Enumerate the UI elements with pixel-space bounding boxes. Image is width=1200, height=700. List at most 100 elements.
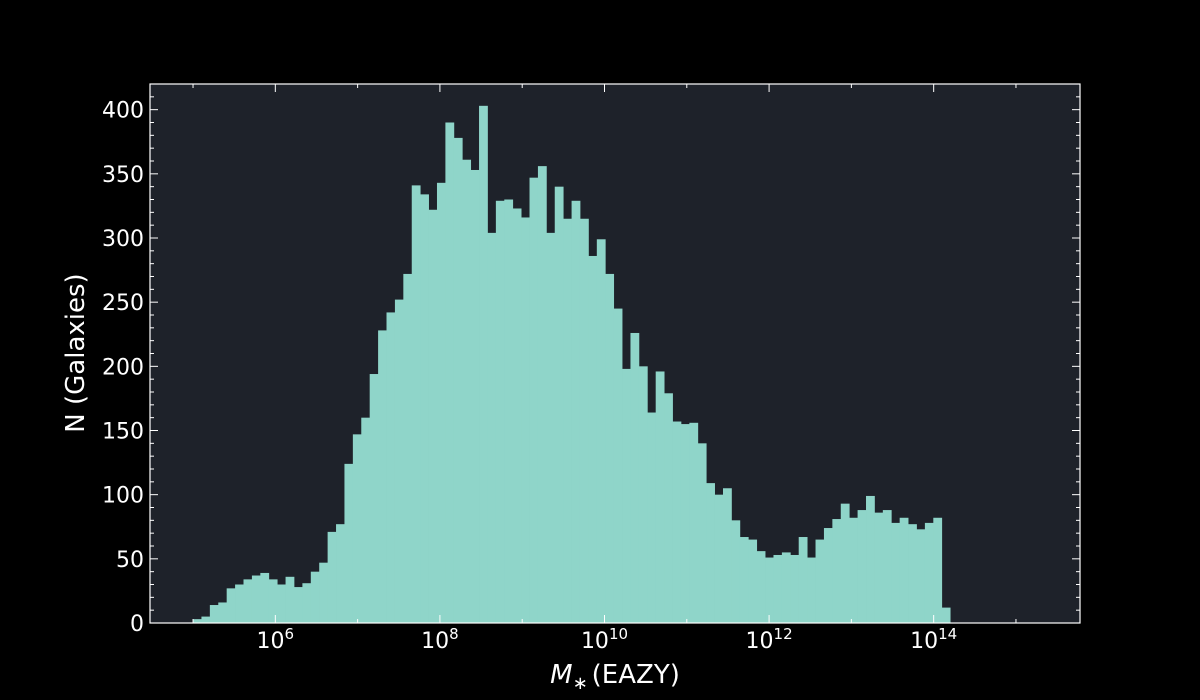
y-tick-labels: 0 50 100 150 200 250 300 350 400 [102,99,144,637]
histogram-bar [899,517,909,623]
x-tick-exponent: 8 [449,625,459,643]
histogram-bar [403,273,413,623]
histogram-bar [336,524,345,623]
x-tick-base: 10 [421,629,449,654]
histogram-bar [209,605,219,623]
histogram-bar [815,539,825,623]
histogram-bar [807,557,816,623]
histogram-bar [394,299,404,623]
y-tick-label: 400 [102,99,144,124]
histogram-bar [697,443,707,623]
histogram-bar [378,330,387,623]
histogram-bar [512,208,522,624]
x-axis-subscript: ∗ [573,673,588,694]
x-tick-exponent: 10 [609,625,628,643]
histogram-bar [411,185,421,623]
histogram-bar [941,607,951,623]
histogram-bar [832,519,842,623]
histogram-bar [823,528,833,623]
histogram-bar [630,332,640,623]
histogram-bar [857,510,867,623]
histogram-bar [285,576,295,623]
x-tick-exponent: 12 [774,625,793,643]
histogram-bar [773,554,783,623]
x-axis-suffix: (EAZY) [592,660,680,690]
y-tick-label: 200 [102,355,144,380]
histogram-bar [655,371,665,623]
histogram-bar [689,422,699,623]
histogram-bar [866,495,875,623]
x-tick-exponent: 14 [938,625,957,643]
histogram-bar [638,366,648,623]
x-tick-labels: 106 108 1010 1012 1014 [257,625,958,654]
histogram-bar [781,552,791,623]
x-tick-label: 106 [257,625,295,654]
histogram-bar [268,579,278,623]
histogram-bar [849,517,858,623]
histogram-bar [235,584,244,623]
histogram-bar [933,517,943,623]
histogram-bar [605,273,615,623]
histogram-bar [714,494,724,623]
histogram-bar [706,483,715,623]
histogram-bar [790,554,800,623]
histogram-bar [840,503,850,623]
histogram-bar [310,571,320,623]
x-axis-symbol: M [550,660,572,690]
y-axis-title: N (Galaxies) [61,273,91,432]
x-tick-base: 10 [581,629,609,654]
histogram-bar [445,122,455,623]
histogram-bar [588,255,598,623]
histogram-bar [386,312,396,623]
plot-frame [149,83,1081,624]
histogram-bar [622,368,631,623]
histogram-bar [672,421,682,623]
histogram-bar [563,218,572,623]
x-tick-base: 10 [910,629,938,654]
histogram-bar [798,537,808,623]
histogram-bar [756,551,766,623]
y-tick-label: 150 [102,420,144,445]
x-tick-label: 108 [421,625,459,654]
y-tick-label: 0 [130,612,144,637]
x-tick-label: 1014 [910,625,957,654]
histogram-bar [529,177,539,623]
histogram-bar [201,616,211,623]
histogram-bar [647,412,657,623]
histogram-bar [748,539,758,623]
y-tick-label: 50 [116,548,144,573]
histogram-bar [908,524,917,623]
histogram-bar [369,374,379,623]
x-tick-base: 10 [257,629,285,654]
histogram-bar [251,575,261,623]
histogram-bar [352,434,362,623]
histogram-bar [470,169,480,624]
histogram-bar [453,137,463,623]
x-tick-exponent: 6 [285,625,295,643]
histogram-bar [596,239,606,623]
histogram-bar [218,602,228,623]
histogram-bar [723,488,732,623]
y-tick-label: 300 [102,227,144,252]
histogram-bar [436,182,446,623]
histogram-bar [495,200,505,623]
histogram-bar [571,200,581,623]
histogram-bar [243,579,253,623]
histogram-bar [428,209,438,623]
histogram-bar [462,159,472,623]
histogram-bar [319,562,329,623]
histogram-bar [916,529,926,623]
histogram-bar [293,587,303,623]
y-tick-label: 250 [102,291,144,316]
histogram-bars [193,105,951,624]
histogram-bar [521,217,530,623]
histogram-bar [874,512,884,623]
histogram-bar [504,199,514,623]
histogram-bar [302,583,312,623]
histogram-bar [479,105,488,623]
histogram-bar [664,393,673,623]
histogram-bar [361,417,371,623]
x-tick-label: 1010 [581,625,628,654]
histogram-bar [277,584,286,623]
